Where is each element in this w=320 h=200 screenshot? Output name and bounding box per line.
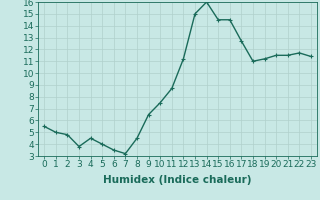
X-axis label: Humidex (Indice chaleur): Humidex (Indice chaleur)	[103, 175, 252, 185]
